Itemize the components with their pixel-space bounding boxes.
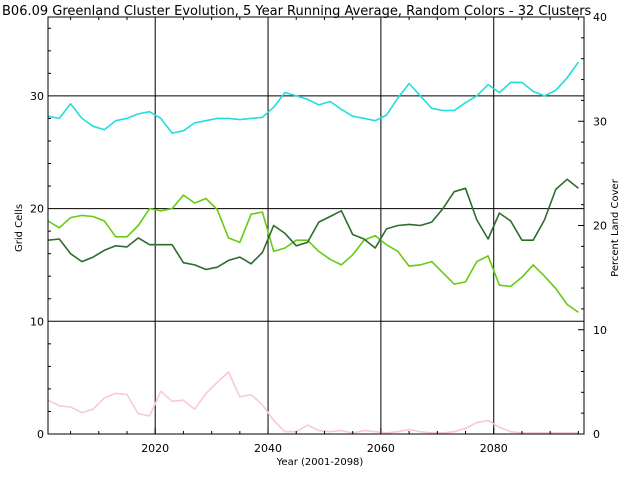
y2-tick-label: 0 [593, 428, 600, 441]
y2-tick-label: 20 [593, 220, 607, 233]
chart-title: B06.09 Greenland Cluster Evolution, 5 Ye… [2, 4, 592, 19]
y-tick-label: 0 [37, 428, 44, 441]
series-line-1 [47, 61, 580, 134]
y-axis-label: Grid Cells [14, 204, 25, 252]
y2-tick-label: 30 [593, 115, 607, 128]
y2-axis-label: Percent Land Cover [610, 178, 621, 277]
y-tick-label: 20 [30, 203, 44, 216]
x-tick-label: 2040 [254, 442, 282, 455]
series-lines [47, 61, 580, 434]
x-axis-label: Year (2001-2098) [276, 457, 364, 468]
x-tick-label: 2060 [367, 442, 395, 455]
y2-tick-label: 10 [593, 324, 607, 337]
axis-ticks: 2020 2040 2060 2080 0 10 20 30 0 10 20 30 40 [30, 11, 607, 455]
x-tick-label: 2080 [480, 442, 508, 455]
x-tick-label: 2020 [141, 442, 169, 455]
series-line-2 [47, 194, 579, 313]
y-tick-label: 10 [30, 315, 44, 328]
y2-tick-label: 40 [593, 11, 607, 24]
y-tick-label: 30 [30, 90, 44, 103]
series-line-3 [47, 178, 579, 271]
series-line-4 [47, 371, 579, 434]
